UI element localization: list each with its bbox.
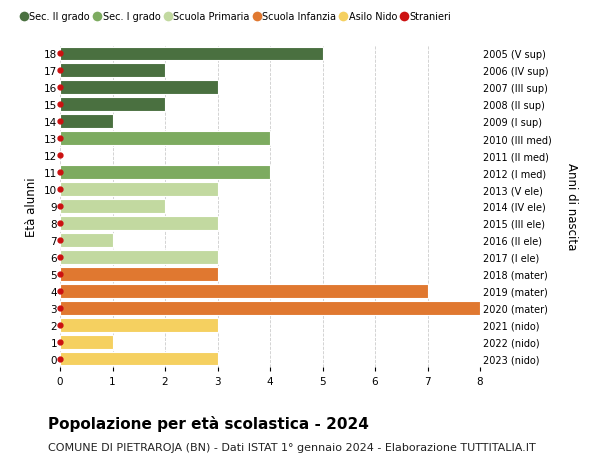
Text: COMUNE DI PIETRAROJA (BN) - Dati ISTAT 1° gennaio 2024 - Elaborazione TUTTITALIA: COMUNE DI PIETRAROJA (BN) - Dati ISTAT 1… <box>48 442 536 452</box>
Legend: Sec. II grado, Sec. I grado, Scuola Primaria, Scuola Infanzia, Asilo Nido, Stran: Sec. II grado, Sec. I grado, Scuola Prim… <box>22 12 451 22</box>
Bar <box>60 217 218 230</box>
Bar <box>60 200 165 213</box>
Bar <box>60 98 165 112</box>
Bar <box>60 234 113 247</box>
Bar <box>60 284 427 298</box>
Y-axis label: Anni di nascita: Anni di nascita <box>565 163 578 250</box>
Bar <box>60 352 218 366</box>
Bar <box>60 166 270 179</box>
Bar <box>60 318 218 332</box>
Text: Popolazione per età scolastica - 2024: Popolazione per età scolastica - 2024 <box>48 415 369 431</box>
Bar <box>60 81 218 95</box>
Bar <box>60 335 113 349</box>
Bar <box>60 132 270 146</box>
Bar <box>60 47 323 62</box>
Y-axis label: Età alunni: Età alunni <box>25 177 38 236</box>
Bar <box>60 183 218 196</box>
Bar <box>60 64 165 78</box>
Bar <box>60 301 480 315</box>
Bar <box>60 115 113 129</box>
Bar <box>60 267 218 281</box>
Bar <box>60 250 218 264</box>
